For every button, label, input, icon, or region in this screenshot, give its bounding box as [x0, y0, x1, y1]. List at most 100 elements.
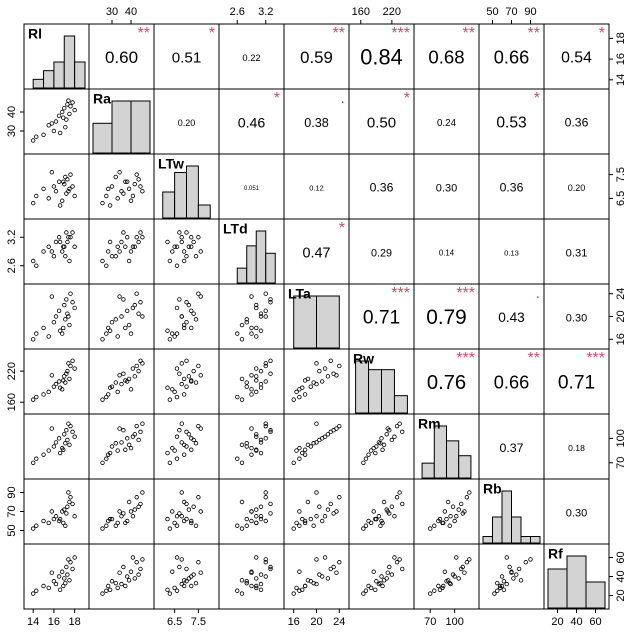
point: [49, 570, 55, 575]
point: [184, 300, 189, 305]
point: [53, 119, 59, 124]
point: [64, 117, 69, 122]
point: [56, 436, 62, 441]
point: [198, 570, 203, 575]
point: [302, 583, 308, 589]
point: [63, 254, 68, 259]
point: [397, 421, 402, 426]
point: [258, 581, 264, 587]
point: [444, 516, 449, 522]
point: [62, 105, 67, 111]
point: [254, 583, 259, 589]
point: [72, 366, 77, 371]
variable-label: Rw: [353, 351, 374, 367]
point: [392, 434, 397, 439]
correlation-label: 0.66: [494, 47, 529, 67]
correlation-label: 0.22: [242, 52, 260, 63]
x-tick-label: 40: [125, 6, 137, 18]
point: [177, 297, 182, 302]
point: [51, 254, 57, 259]
point: [179, 581, 184, 587]
point: [437, 587, 443, 592]
point: [186, 244, 192, 249]
point: [181, 452, 187, 457]
point: [363, 588, 369, 593]
panel: [218, 478, 285, 545]
point: [385, 509, 390, 514]
point: [263, 421, 268, 426]
y-tick-label: 16: [615, 333, 627, 345]
point: [179, 557, 184, 562]
significance-stars: *: [599, 25, 605, 42]
point: [121, 564, 126, 570]
point: [61, 179, 66, 184]
point: [258, 314, 264, 319]
point: [57, 203, 63, 208]
point: [117, 373, 122, 378]
point: [64, 230, 69, 235]
point: [65, 572, 70, 577]
point: [115, 585, 120, 591]
point: [186, 576, 192, 581]
point: [317, 572, 322, 577]
point: [49, 121, 55, 126]
point: [263, 314, 268, 319]
point: [62, 374, 67, 379]
hist-bar: [32, 78, 45, 89]
hist-bar: [197, 204, 211, 219]
point: [172, 244, 177, 249]
point: [179, 421, 184, 426]
point: [189, 308, 194, 313]
point: [300, 587, 305, 592]
point: [72, 434, 77, 439]
point: [189, 378, 194, 383]
point: [371, 569, 376, 574]
point: [235, 523, 240, 528]
point: [68, 104, 73, 109]
point: [263, 490, 268, 495]
point: [130, 555, 136, 560]
point: [302, 378, 308, 383]
point: [34, 523, 39, 528]
point: [317, 437, 322, 443]
point: [263, 557, 268, 562]
point: [140, 361, 145, 366]
point: [191, 437, 196, 443]
point: [464, 495, 470, 500]
point: [235, 456, 240, 461]
hist-bar: [130, 100, 151, 154]
point: [249, 392, 254, 397]
point: [249, 518, 254, 524]
point: [371, 445, 376, 451]
point: [441, 583, 446, 589]
point: [67, 499, 72, 505]
point: [297, 445, 302, 451]
point: [128, 569, 134, 574]
point: [57, 385, 63, 390]
point: [366, 452, 371, 457]
point: [126, 186, 132, 192]
point: [170, 569, 175, 574]
hist-bar: [355, 360, 370, 414]
panel: [23, 218, 90, 285]
point: [140, 189, 145, 194]
point: [249, 426, 254, 431]
point: [254, 585, 259, 591]
point: [34, 193, 39, 199]
point: [126, 258, 132, 264]
point: [51, 579, 57, 584]
correlation-label: 0.30: [566, 507, 587, 519]
point: [239, 526, 245, 531]
point: [177, 371, 182, 376]
point: [196, 363, 201, 369]
panel: [478, 543, 545, 610]
point: [184, 566, 189, 572]
point: [30, 337, 36, 342]
point: [384, 432, 389, 437]
correlation-label: 0.18: [568, 443, 585, 453]
point: [113, 523, 118, 528]
point: [297, 394, 302, 400]
point: [170, 445, 175, 451]
y-tick-label: 70: [615, 457, 627, 469]
point: [100, 397, 105, 402]
